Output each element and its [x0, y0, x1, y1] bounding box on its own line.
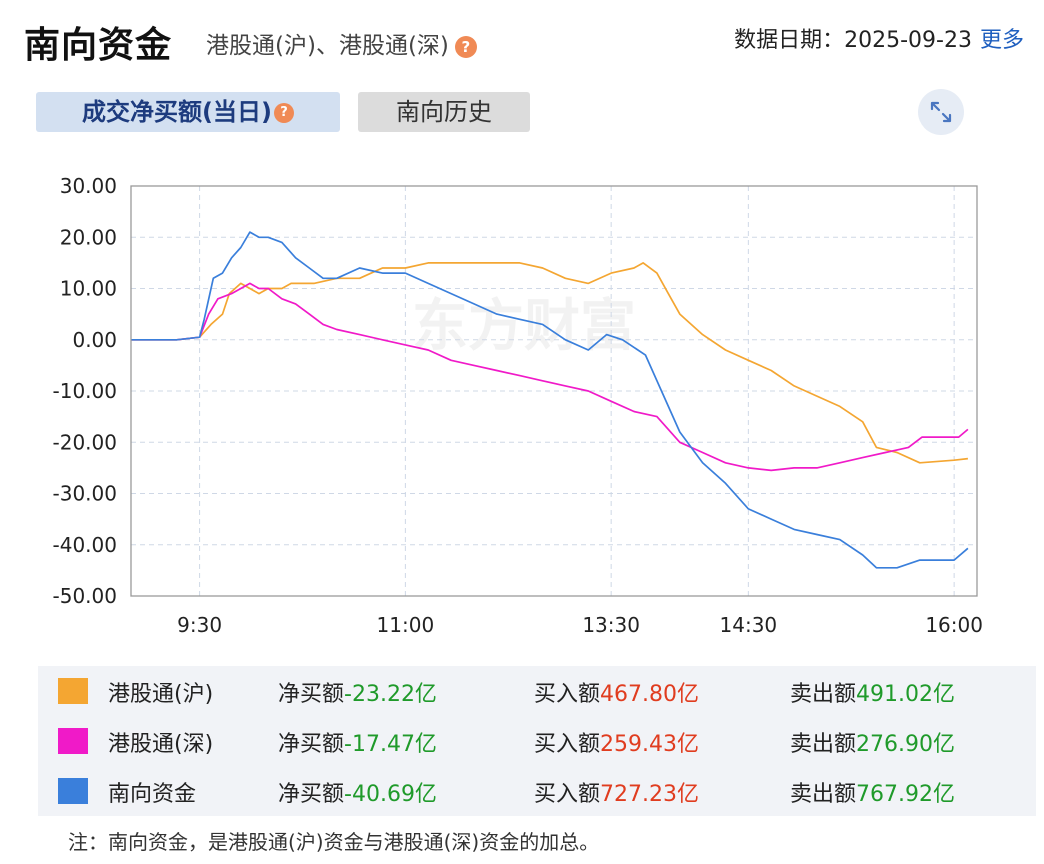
sell-amount-value: 767.92亿 [856, 782, 955, 807]
southbound-net-buy-chart: 东方财富 30.00 20.00 10.00 0.00 -10.00 -20.00 -30.… [53, 174, 983, 637]
y-tick-label: 20.00 [60, 225, 117, 249]
tab-southbound-history[interactable]: 南向历史 [358, 92, 530, 132]
summary-row-shen: 港股通(深) 净买额-17.47亿 买入额259.43亿 卖出额276.90亿 [38, 716, 1036, 766]
sell-amount-label: 卖出额 [790, 782, 857, 807]
page-subtitle: 港股通(沪)、港股通(深)? [206, 26, 477, 60]
y-tick-label: -10.00 [53, 379, 117, 403]
help-icon[interactable]: ? [273, 103, 294, 123]
x-tick-label: 11:00 [377, 613, 435, 637]
more-link[interactable]: 更多 [979, 28, 1024, 53]
series-line [131, 282, 969, 472]
sell-amount-label: 卖出额 [790, 732, 857, 757]
y-tick-label: -30.00 [53, 482, 117, 506]
chart-grid [131, 186, 977, 596]
y-tick-label: -20.00 [53, 430, 117, 454]
sell-amount: 卖出额491.02亿 [790, 676, 955, 708]
y-tick-label: 30.00 [60, 174, 117, 198]
y-tick-label: -40.00 [53, 533, 117, 557]
tab-label: 成交净买额(当日) [82, 98, 272, 126]
y-tick-label: 10.00 [60, 277, 117, 301]
net-buy-value: -23.22亿 [344, 682, 437, 707]
data-date-label: 数据日期：2025-09-23 [734, 28, 972, 53]
page-title: 南向资金 [24, 25, 173, 66]
watermark-text: 东方财富 [412, 294, 636, 359]
chart-series [131, 231, 969, 569]
sell-amount-value: 491.02亿 [856, 682, 955, 707]
expand-icon [930, 101, 952, 123]
net-buy: 净买额-17.47亿 [278, 726, 437, 758]
sell-amount-label: 卖出额 [790, 682, 857, 707]
buy-amount-label: 买入额 [534, 732, 601, 757]
buy-amount-label: 买入额 [534, 782, 601, 807]
x-tick-label: 9:30 [177, 613, 222, 637]
series-swatch [58, 728, 88, 754]
net-buy: 净买额-40.69亿 [278, 776, 437, 808]
tab-net-buy-today[interactable]: 成交净买额(当日)? [36, 92, 340, 132]
buy-amount-value: 467.80亿 [600, 682, 699, 707]
net-buy-label: 净买额 [278, 732, 345, 757]
sell-amount: 卖出额767.92亿 [790, 776, 955, 808]
x-tick-label: 16:00 [925, 613, 983, 637]
data-date: 数据日期：2025-09-23 更多 [734, 22, 1024, 54]
footnote: 注：南向资金，是港股通(沪)资金与港股通(深)资金的加总。 [68, 830, 600, 854]
header: 南向资金 港股通(沪)、港股通(深)? 数据日期：2025-09-23 更多 [24, 12, 1024, 66]
net-buy-label: 净买额 [278, 782, 345, 807]
expand-button[interactable] [918, 89, 964, 135]
net-buy-value: -40.69亿 [344, 782, 437, 807]
x-axis-ticks: 9:30 11:00 13:30 14:30 16:00 [177, 613, 983, 637]
net-buy: 净买额-23.22亿 [278, 676, 437, 708]
net-buy-value: -17.47亿 [344, 732, 437, 757]
net-buy-label: 净买额 [278, 682, 345, 707]
series-line [131, 231, 969, 569]
y-axis-ticks: 30.00 20.00 10.00 0.00 -10.00 -20.00 -30.00 -40… [53, 174, 117, 608]
series-line [131, 262, 968, 464]
summary-row-total: 南向资金 净买额-40.69亿 买入额727.23亿 卖出额767.92亿 [38, 766, 1036, 816]
series-name: 南向资金 [108, 782, 197, 807]
summary-row-hu: 港股通(沪) 净买额-23.22亿 买入额467.80亿 卖出额491.02亿 [38, 666, 1036, 716]
watermark: 东方财富 [412, 294, 636, 359]
flow-summary-table: 港股通(沪) 净买额-23.22亿 买入额467.80亿 卖出额491.02亿 … [38, 666, 1036, 816]
plot-frame [130, 185, 978, 597]
buy-amount: 买入额259.43亿 [534, 726, 699, 758]
help-icon[interactable]: ? [454, 35, 477, 58]
series-swatch [58, 678, 88, 704]
series-name: 港股通(深) [108, 732, 214, 757]
buy-amount-value: 259.43亿 [600, 732, 699, 757]
y-tick-label: 0.00 [72, 328, 117, 352]
series-swatch [58, 778, 88, 804]
x-tick-label: 14:30 [720, 613, 778, 637]
buy-amount: 买入额467.80亿 [534, 676, 699, 708]
buy-amount-label: 买入额 [534, 682, 601, 707]
series-name: 港股通(沪) [108, 682, 214, 707]
sell-amount-value: 276.90亿 [856, 732, 955, 757]
y-tick-label: -50.00 [53, 584, 117, 608]
sell-amount: 卖出额276.90亿 [790, 726, 955, 758]
buy-amount: 买入额727.23亿 [534, 776, 699, 808]
subtitle-text: 港股通(沪)、港股通(深) [206, 33, 449, 59]
buy-amount-value: 727.23亿 [600, 782, 699, 807]
x-tick-label: 13:30 [582, 613, 640, 637]
